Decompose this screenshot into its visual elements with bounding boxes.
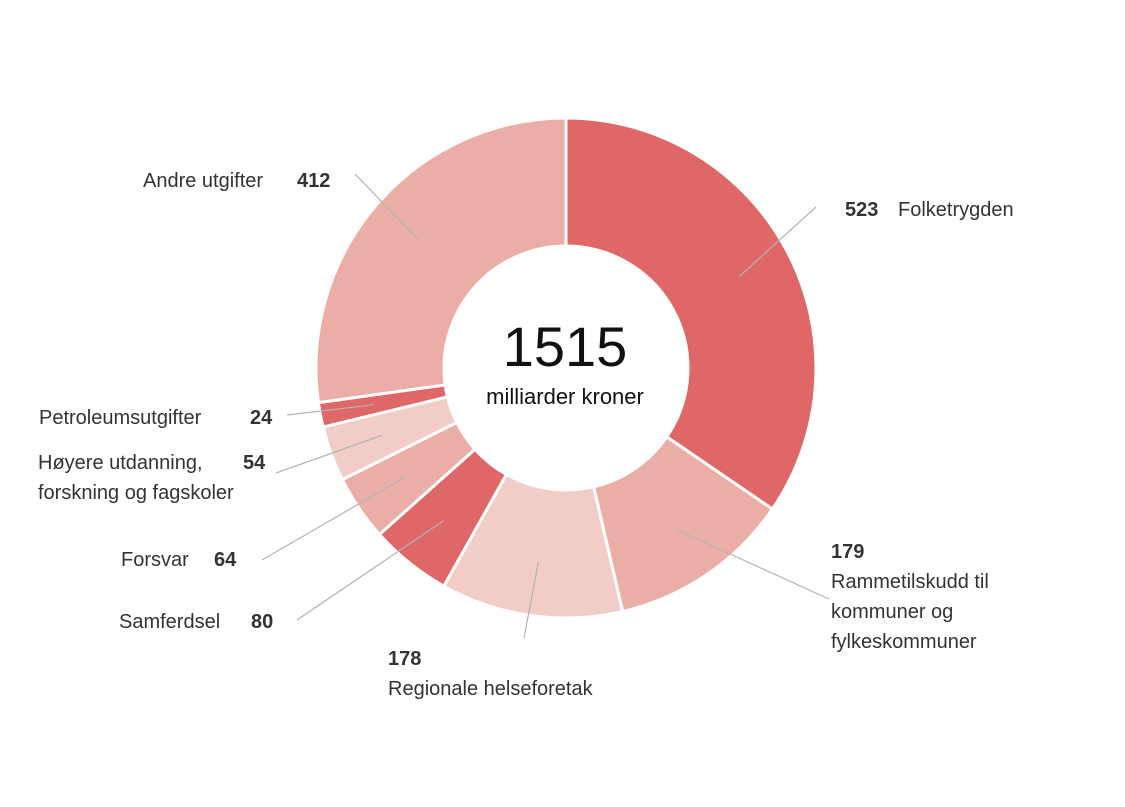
folketrygden-name: Folketrygden — [898, 199, 1014, 221]
slice-folketrygden — [564, 116, 818, 512]
forsvar-label: Forsvar 64 — [121, 549, 237, 571]
helseforetak-value: 178 — [388, 648, 421, 670]
folketrygden-value: 523 — [845, 199, 878, 221]
petroleum-label: Petroleumsutgifter 24 — [39, 407, 273, 429]
petroleum-value: 24 — [250, 407, 273, 429]
donut-slices — [314, 116, 818, 620]
slice-regionale-helseforetak — [441, 472, 625, 620]
forsvar-name: Forsvar — [121, 549, 189, 571]
donut-hole — [445, 247, 687, 489]
leader-line — [261, 477, 405, 561]
andre-utgifter-name: Andre utgifter — [143, 170, 263, 192]
hoyere-utdanning-line-2: forskning og fagskoler — [38, 482, 234, 504]
rammetilskudd-line-2: kommuner og — [831, 601, 953, 623]
hoyere-utdanning-line-1: Høyere utdanning, — [38, 452, 203, 474]
leader-line — [296, 520, 444, 621]
rammetilskudd-line-1: Rammetilskudd til — [831, 571, 989, 593]
leader-line — [523, 561, 540, 639]
samferdsel-name: Samferdsel — [119, 611, 220, 633]
slice-andre-utgifter — [314, 116, 568, 405]
forsvar-value: 64 — [214, 549, 237, 571]
center-total: 1515 — [503, 315, 628, 378]
andre-utgifter-label: Andre utgifter 412 — [143, 170, 330, 192]
folketrygden-label: 523 Folketrygden — [845, 199, 1014, 221]
center-unit: milliarder kroner — [486, 384, 644, 409]
leader-line — [275, 434, 383, 474]
leader-line — [354, 173, 419, 240]
rammetilskudd-line-3: fylkeskommuner — [831, 631, 977, 653]
slice-rammetilskudd-til-kommuner-og-fylkeskommuner — [591, 434, 775, 614]
leader-lines — [261, 173, 830, 639]
hoyere-utdanning-label: Høyere utdanning, forskning og fagskoler — [38, 452, 234, 504]
rammetilskudd-value: 179 — [831, 541, 864, 563]
andre-utgifter-value: 412 — [297, 170, 330, 192]
rammetilskudd-label: Rammetilskudd til kommuner og fylkeskomm… — [831, 571, 994, 653]
leader-line — [676, 529, 830, 600]
petroleum-name: Petroleumsutgifter — [39, 407, 202, 429]
samferdsel-label: Samferdsel 80 — [119, 611, 273, 633]
hoyere-utdanning-value: 54 — [243, 452, 266, 474]
helseforetak-label: Regionale helseforetak — [388, 678, 594, 700]
leader-line — [738, 206, 817, 277]
samferdsel-value: 80 — [251, 611, 273, 633]
leader-line — [286, 404, 374, 416]
